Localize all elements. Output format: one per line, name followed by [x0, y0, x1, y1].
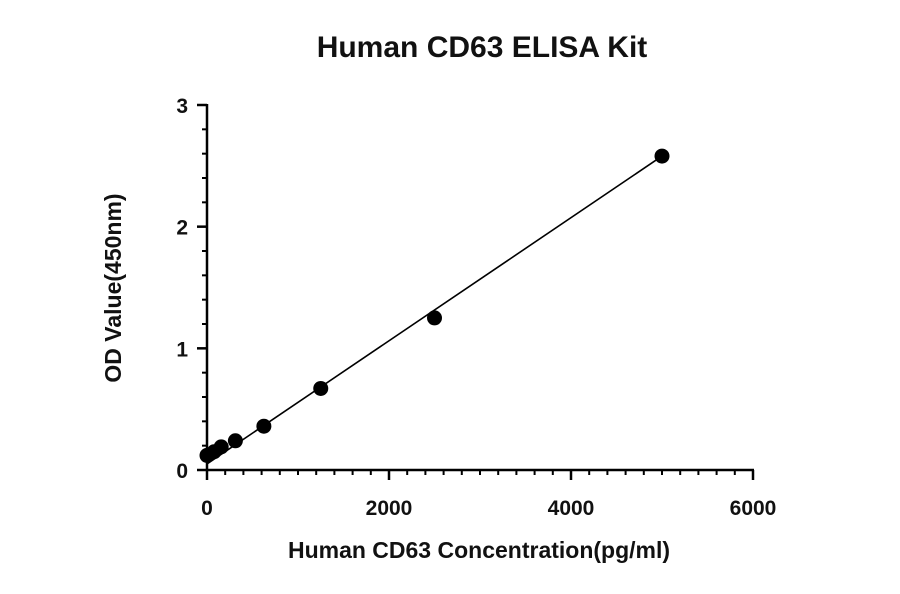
x-tick-label: 6000	[730, 497, 777, 520]
y-tick-label: 2	[176, 217, 188, 240]
data-point	[227, 433, 243, 449]
x-tick-label: 0	[201, 497, 213, 520]
data-point	[654, 148, 670, 164]
chart-title: Human CD63 ELISA Kit	[317, 31, 648, 64]
data-point	[427, 310, 442, 326]
y-tick-label: 1	[176, 338, 188, 361]
axes	[205, 104, 754, 472]
x-axis-label: Human CD63 Concentration(pg/ml)	[288, 537, 670, 563]
y-tick-label: 3	[176, 95, 188, 118]
data-point	[313, 380, 329, 396]
data-points	[199, 148, 670, 463]
x-tick-label: 4000	[548, 497, 595, 520]
y-axis-label: OD Value(450nm)	[100, 193, 126, 382]
ticks: 0 2000 4000 6000 0 1 2 3	[176, 95, 776, 520]
data-point	[213, 439, 229, 455]
data-point	[256, 418, 272, 434]
fit-line-group	[206, 155, 663, 465]
y-tick-label: 0	[176, 460, 188, 483]
fit-line	[206, 155, 663, 465]
x-tick-label: 2000	[366, 497, 413, 520]
